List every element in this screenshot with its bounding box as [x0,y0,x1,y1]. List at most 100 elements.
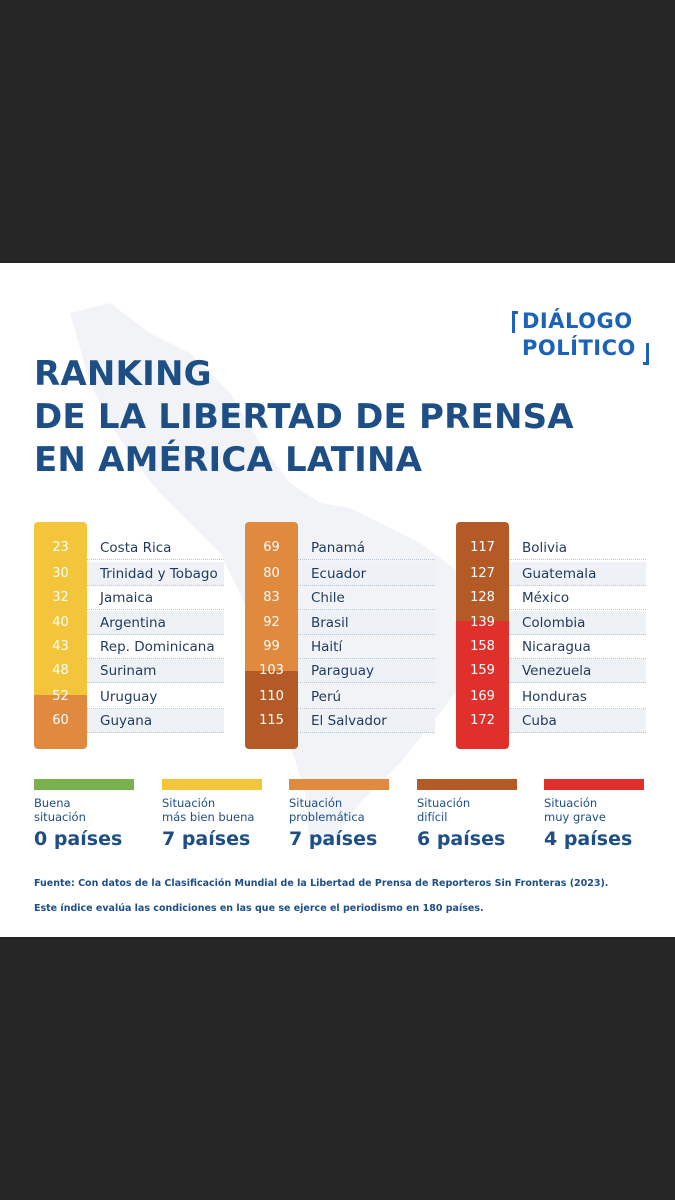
row-divider [298,634,435,635]
rank-number: 43 [52,639,69,654]
table-row: 92 Brasil [245,611,435,635]
table-row: 83 Chile [245,586,435,610]
legend-color-bar [417,779,517,790]
row-band [298,611,435,635]
legend-label: Situación más bien buena [162,796,255,824]
rank-number: 139 [470,615,495,630]
row-divider [298,682,435,683]
row-divider [509,682,646,683]
legend-color-bar [162,779,262,790]
rank-color-segment [456,695,509,749]
table-row: 69 Panamá [245,536,435,560]
logo-bracket-right [643,343,649,365]
rank-color-segment [245,695,298,749]
row-band [87,659,224,683]
table-row: 103 Paraguay [245,659,435,683]
legend-item-buena: Buena situación 0 países [34,779,136,850]
rank-number: 48 [52,663,69,678]
row-band [298,562,435,586]
legend-color-bar [289,779,389,790]
table-row: 110 Perú [245,685,435,709]
table-row: 128 México [456,586,646,610]
row-divider [87,559,224,560]
rank-color-segment [456,597,509,621]
row-band [509,611,646,635]
table-row: 32 Jamaica [34,586,224,610]
country-name: Haití [311,639,343,655]
row-divider [298,609,435,610]
legend-count: 0 países [34,828,123,850]
rank-color-segment [456,645,509,671]
country-name: Paraguay [311,663,375,679]
rank-number: 40 [52,615,69,630]
country-name: El Salvador [311,713,387,729]
country-name: Uruguay [100,689,158,705]
rank-number: 80 [263,566,280,581]
legend-count: 7 países [289,828,378,850]
country-name: Surinam [100,663,157,679]
table-row: 48 Surinam [34,659,224,683]
infographic-card: DIÁLOGO POLÍTICO RANKING DE LA LIBERTAD … [0,263,675,937]
row-band [298,659,435,683]
row-divider [509,708,646,709]
rank-number: 159 [470,663,495,678]
rank-color-segment [245,597,298,621]
table-row: 159 Venezuela [456,659,646,683]
row-band [87,611,224,635]
row-divider [298,658,435,659]
country-name: Ecuador [311,566,367,582]
legend-label: Situación muy grave [544,796,606,824]
legend-item-muy-grave: Situación muy grave 4 países [544,779,646,850]
rank-number: 169 [470,689,495,704]
rank-number: 32 [52,590,69,605]
rank-color-segment [456,621,509,645]
rank-number: 110 [259,689,284,704]
logo-bracket-left [512,311,518,333]
country-name: Argentina [100,615,166,631]
table-row: 40 Argentina [34,611,224,635]
dialogo-politico-logo: DIÁLOGO POLÍTICO [512,309,649,367]
legend-label: Situación problemática [289,796,365,824]
rank-color-strip [34,522,87,749]
table-row: 139 Colombia [456,611,646,635]
legend-label: Situación difícil [417,796,471,824]
legend-color-bar [544,779,644,790]
legend-item-mas-bien-buena: Situación más bien buena 7 países [162,779,264,850]
row-divider [87,634,224,635]
rank-color-segment [456,522,509,548]
row-divider [87,682,224,683]
rank-color-segment [34,572,87,597]
table-row: 99 Haití [245,635,435,659]
country-name: Venezuela [522,663,592,679]
methodology-note: Este índice evalúa las condiciones en la… [34,903,484,914]
logo-line-2: POLÍTICO [522,336,636,360]
rank-number: 23 [52,540,69,555]
rank-number: 158 [470,639,495,654]
rank-color-segment [245,522,298,548]
row-divider [298,559,435,560]
legend-item-dificil: Situación difícil 6 países [417,779,519,850]
rank-number: 117 [470,540,495,555]
country-name: Bolivia [522,540,568,556]
row-divider [87,658,224,659]
logo-line-1: DIÁLOGO [522,309,633,333]
rank-color-strip [245,522,298,749]
rank-color-segment [34,671,87,695]
page-title: RANKING DE LA LIBERTAD DE PRENSA EN AMÉR… [34,353,574,482]
country-name: Chile [311,590,345,606]
rank-color-segment [245,621,298,645]
legend: Buena situación 0 países Situación más bie… [0,779,675,859]
country-name: Costa Rica [100,540,172,556]
rank-number: 99 [263,639,280,654]
country-name: Brasil [311,615,349,631]
rank-number: 115 [259,713,284,728]
country-name: Jamaica [100,590,154,606]
row-band [87,709,224,733]
row-divider [509,658,646,659]
rank-number: 127 [470,566,495,581]
table-row: 23 Costa Rica [34,536,224,560]
legend-count: 6 países [417,828,506,850]
row-divider [509,559,646,560]
legend-count: 7 países [162,828,251,850]
table-row: 80 Ecuador [245,562,435,586]
